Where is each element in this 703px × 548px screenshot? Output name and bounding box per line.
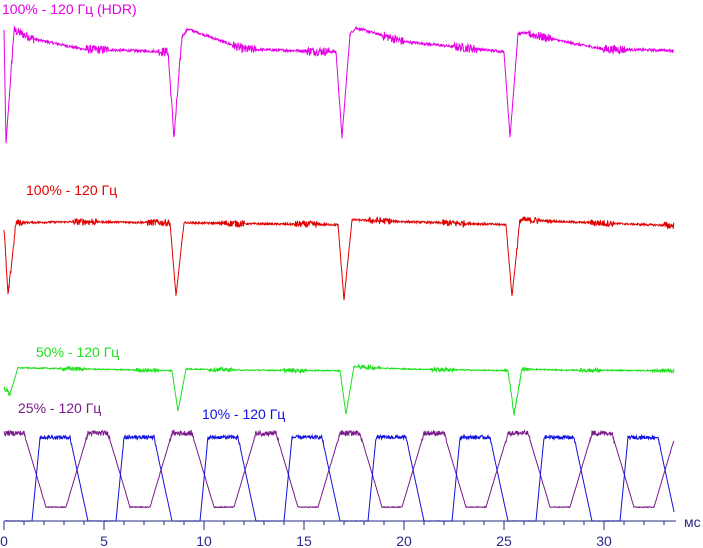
series-label-10: 10% - 120 Гц bbox=[202, 406, 285, 422]
trace-25 bbox=[3, 428, 675, 509]
x-tick-label-0: 0 bbox=[0, 533, 8, 548]
x-tick-label-20: 20 bbox=[396, 533, 412, 548]
trace-100 bbox=[3, 216, 675, 301]
trace-layer bbox=[3, 25, 675, 522]
x-tick-label-15: 15 bbox=[296, 533, 312, 548]
series-label-layer: 100% - 120 Гц (HDR) 100% - 120 Гц 50% - … bbox=[2, 1, 285, 422]
x-tick-label-30: 30 bbox=[596, 533, 612, 548]
x-axis: 0 5 10 15 20 25 30 мс bbox=[0, 514, 701, 548]
x-axis-ticks: 0 5 10 15 20 25 30 bbox=[0, 521, 665, 548]
series-label-25: 25% - 120 Гц bbox=[18, 400, 101, 416]
trace-10 bbox=[3, 433, 675, 522]
x-axis-unit-label: мс bbox=[684, 514, 701, 530]
trace-50 bbox=[3, 363, 675, 416]
series-label-100: 100% - 120 Гц bbox=[26, 182, 117, 198]
trace-100-hdr bbox=[3, 25, 675, 144]
series-label-50: 50% - 120 Гц bbox=[36, 344, 119, 360]
series-label-hdr: 100% - 120 Гц (HDR) bbox=[2, 1, 137, 17]
x-tick-label-10: 10 bbox=[196, 533, 212, 548]
x-tick-label-25: 25 bbox=[496, 533, 512, 548]
x-tick-label-5: 5 bbox=[100, 533, 108, 548]
